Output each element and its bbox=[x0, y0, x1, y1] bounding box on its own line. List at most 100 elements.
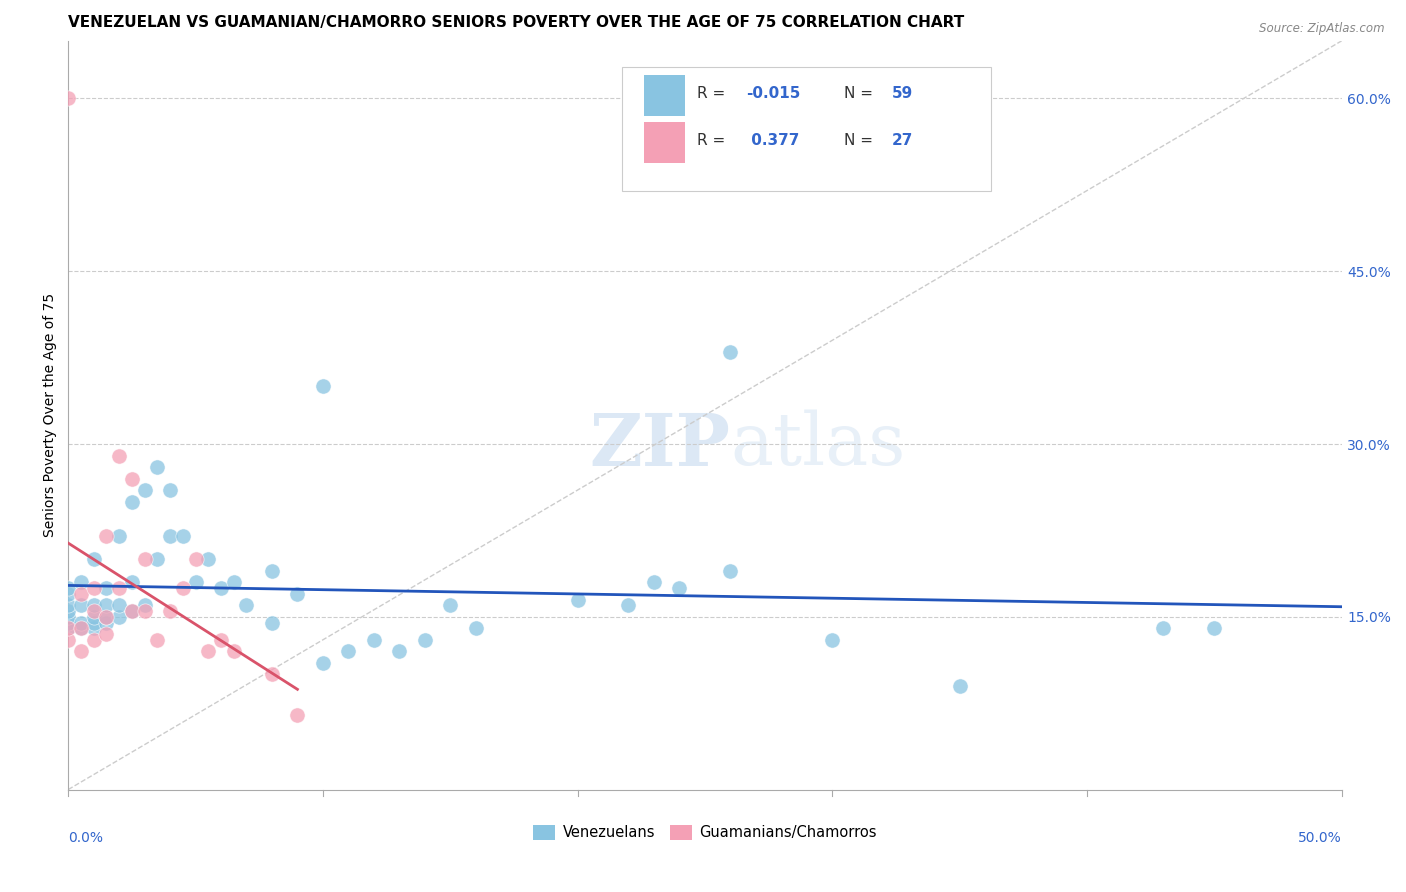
Point bbox=[643, 575, 665, 590]
Text: atlas: atlas bbox=[730, 410, 905, 481]
Point bbox=[312, 379, 335, 393]
Point bbox=[260, 667, 283, 681]
Point bbox=[235, 599, 257, 613]
Point bbox=[58, 599, 80, 613]
Text: 0.377: 0.377 bbox=[745, 133, 799, 148]
Point bbox=[337, 644, 360, 658]
FancyBboxPatch shape bbox=[621, 67, 991, 191]
Point bbox=[96, 599, 118, 613]
Text: -0.015: -0.015 bbox=[745, 86, 800, 101]
Point bbox=[567, 592, 589, 607]
Point bbox=[83, 581, 105, 595]
Bar bbox=[644, 121, 685, 163]
Text: 0.0%: 0.0% bbox=[69, 830, 103, 845]
Text: VENEZUELAN VS GUAMANIAN/CHAMORRO SENIORS POVERTY OVER THE AGE OF 75 CORRELATION : VENEZUELAN VS GUAMANIAN/CHAMORRO SENIORS… bbox=[69, 15, 965, 30]
Point bbox=[83, 615, 105, 630]
Text: 50.0%: 50.0% bbox=[1298, 830, 1341, 845]
Text: 59: 59 bbox=[891, 86, 914, 101]
Point bbox=[312, 656, 335, 670]
Point bbox=[108, 609, 131, 624]
Point bbox=[58, 609, 80, 624]
Point bbox=[70, 644, 93, 658]
Point bbox=[70, 599, 93, 613]
Point bbox=[209, 632, 232, 647]
Legend: Venezuelans, Guamanians/Chamorros: Venezuelans, Guamanians/Chamorros bbox=[527, 819, 882, 846]
Point bbox=[172, 529, 194, 543]
Point bbox=[96, 627, 118, 641]
Point bbox=[96, 609, 118, 624]
Point bbox=[96, 529, 118, 543]
Point bbox=[1204, 621, 1226, 635]
Point bbox=[70, 621, 93, 635]
Point bbox=[464, 621, 486, 635]
Point bbox=[58, 91, 80, 105]
Point bbox=[83, 632, 105, 647]
Point bbox=[668, 581, 690, 595]
Point bbox=[121, 604, 143, 618]
Point bbox=[58, 615, 80, 630]
Point bbox=[83, 552, 105, 566]
Y-axis label: Seniors Poverty Over the Age of 75: Seniors Poverty Over the Age of 75 bbox=[44, 293, 58, 537]
Text: R =: R = bbox=[697, 133, 730, 148]
Point bbox=[363, 632, 385, 647]
Point bbox=[121, 604, 143, 618]
Point bbox=[58, 587, 80, 601]
Point bbox=[146, 460, 169, 475]
Point bbox=[1152, 621, 1174, 635]
Point bbox=[197, 644, 219, 658]
Point bbox=[287, 707, 309, 722]
Text: N =: N = bbox=[844, 133, 877, 148]
Point bbox=[70, 587, 93, 601]
Point bbox=[146, 552, 169, 566]
Point bbox=[108, 581, 131, 595]
Point bbox=[58, 604, 80, 618]
Point bbox=[134, 552, 156, 566]
Point bbox=[58, 621, 80, 635]
Point bbox=[108, 449, 131, 463]
Point bbox=[287, 587, 309, 601]
Point bbox=[83, 604, 105, 618]
Point bbox=[58, 632, 80, 647]
Text: 27: 27 bbox=[891, 133, 914, 148]
Point bbox=[172, 581, 194, 595]
Point bbox=[83, 599, 105, 613]
Point bbox=[134, 599, 156, 613]
Point bbox=[159, 483, 181, 497]
Point bbox=[159, 529, 181, 543]
Point bbox=[197, 552, 219, 566]
Point bbox=[121, 472, 143, 486]
Point bbox=[821, 632, 844, 647]
Point bbox=[121, 575, 143, 590]
Point bbox=[121, 494, 143, 508]
Point bbox=[108, 529, 131, 543]
Point bbox=[718, 564, 741, 578]
Point bbox=[159, 604, 181, 618]
Text: R =: R = bbox=[697, 86, 730, 101]
Point bbox=[96, 615, 118, 630]
Point bbox=[718, 344, 741, 359]
Point bbox=[108, 599, 131, 613]
Point bbox=[96, 581, 118, 595]
Text: ZIP: ZIP bbox=[589, 409, 730, 481]
Point bbox=[184, 575, 207, 590]
Point bbox=[96, 609, 118, 624]
Point bbox=[58, 621, 80, 635]
Text: Source: ZipAtlas.com: Source: ZipAtlas.com bbox=[1260, 22, 1385, 36]
Point bbox=[134, 604, 156, 618]
Point bbox=[388, 644, 411, 658]
Point bbox=[617, 599, 640, 613]
Point bbox=[222, 575, 245, 590]
Point bbox=[70, 621, 93, 635]
Point bbox=[58, 581, 80, 595]
Point bbox=[260, 615, 283, 630]
Point bbox=[83, 621, 105, 635]
Text: N =: N = bbox=[844, 86, 877, 101]
Point bbox=[70, 575, 93, 590]
Point bbox=[184, 552, 207, 566]
Point bbox=[134, 483, 156, 497]
Point bbox=[222, 644, 245, 658]
Point bbox=[439, 599, 461, 613]
Point bbox=[146, 632, 169, 647]
Point bbox=[70, 615, 93, 630]
Point bbox=[209, 581, 232, 595]
